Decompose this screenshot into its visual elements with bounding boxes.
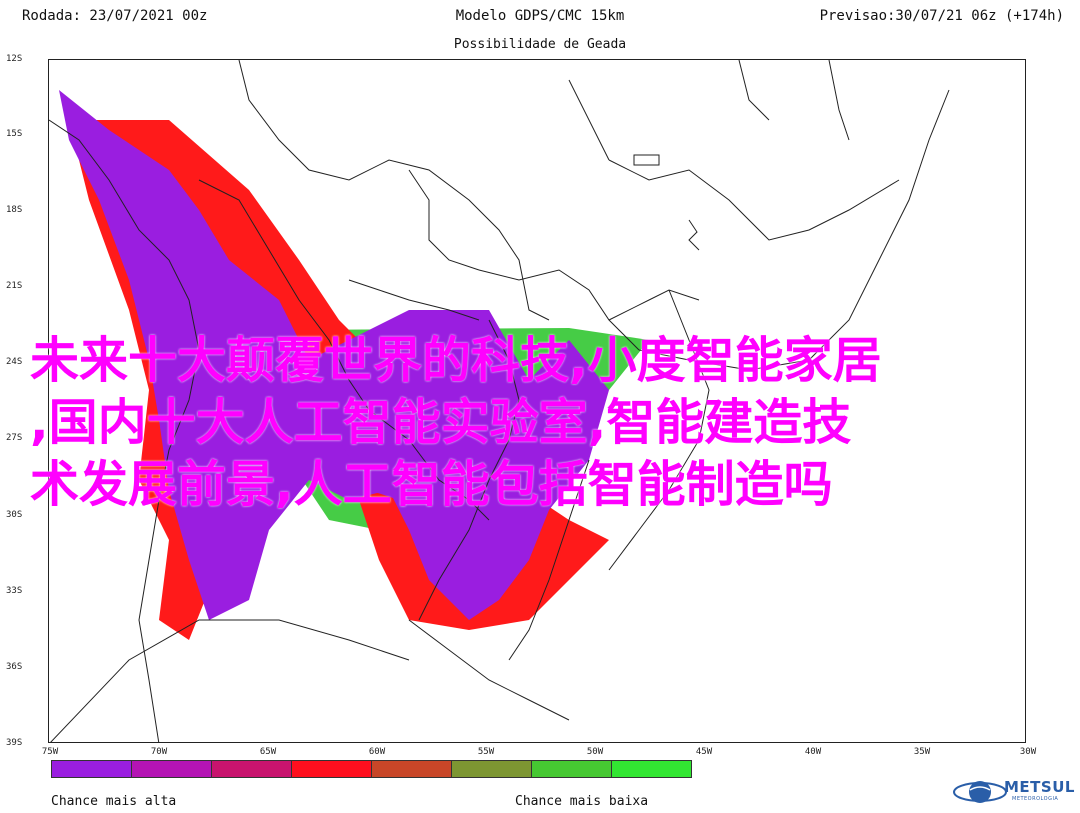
overlay-text: 未来十大颠覆世界的科技,小度智能家居 ,国内十大人工智能实验室,智能建造技 术发… [30,330,1060,516]
lon-label: 30W [1019,747,1037,757]
forecast-label: Previsao:30/07/21 06z (+174h) [819,8,1064,24]
metsul-logo-icon [953,781,1007,803]
legend-colorbar [51,760,692,778]
model-label: Modelo GDPS/CMC 15km [455,8,625,24]
lat-label: 27S [6,433,23,443]
legend-swatch [452,761,532,777]
lat-label: 21S [6,281,23,291]
logo-name: METSUL [1004,778,1075,796]
map-subtitle: Possibilidade de Geada [453,37,627,52]
lon-label: 70W [150,747,168,757]
lon-label: 75W [41,747,59,757]
overlay-line: ,国内十大人工智能实验室,智能建造技 [30,394,852,451]
legend-swatch [372,761,452,777]
political-borders [49,60,950,742]
frost-field-high [59,90,609,620]
lon-label: 55W [477,747,495,757]
lon-label: 45W [695,747,713,757]
lat-label: 33S [6,586,23,596]
legend-swatch [532,761,612,777]
legend-swatch [132,761,212,777]
lon-label: 65W [259,747,277,757]
lat-label: 36S [6,662,23,672]
logo-subtitle: METEOROLOGIA [1012,796,1059,802]
frost-map [49,60,950,742]
overlay-line: 术发展前景,人工智能包括智能制造吗 [30,456,833,513]
lat-label: 24S [6,357,23,367]
run-label: Rodada: 23/07/2021 00z [22,8,208,24]
legend-swatch [212,761,292,777]
lat-label: 12S [6,54,23,64]
lat-label: 18S [6,205,23,215]
legend-swatch [52,761,132,777]
lon-label: 60W [368,747,386,757]
lat-label: 15S [6,129,23,139]
overlay-line: 未来十大颠覆世界的科技,小度智能家居 [30,332,882,389]
lon-label: 35W [913,747,931,757]
legend-high-label: Chance mais alta [51,794,177,809]
map-panel [48,59,1026,743]
lon-label: 50W [586,747,604,757]
lat-label: 30S [6,510,23,520]
legend-swatch [612,761,691,777]
legend-low-label: Chance mais baixa [515,794,649,809]
lat-label: 39S [6,738,23,748]
legend-swatch [292,761,372,777]
lon-label: 40W [804,747,822,757]
